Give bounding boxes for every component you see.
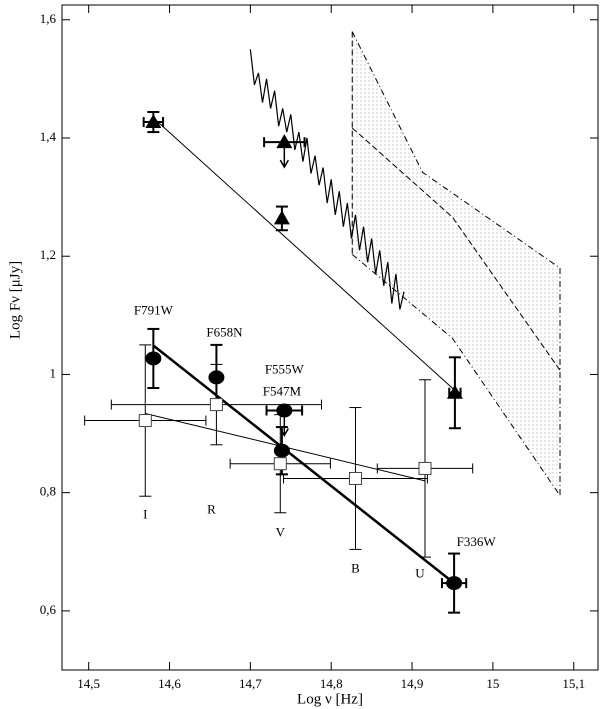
y-tick-label: 0,8 [40,484,56,499]
triangle-marker [145,114,162,129]
x-tick-label: 15,1 [562,676,585,691]
y-axis-label: Log Fν [μJy] [7,261,23,339]
circle-marker [446,576,463,591]
point-label: F658N [206,324,243,339]
point-label: U [415,565,425,580]
point-label: B [351,560,360,575]
x-tick-label: 14,6 [158,676,181,691]
x-tick-label: 15 [486,676,499,691]
square-marker [138,414,152,428]
triangle-marker [273,210,290,225]
y-tick-label: 0,6 [40,602,57,617]
upper-limit-arrowhead [279,159,289,169]
square-marker [348,471,362,485]
point-label: R [207,502,216,517]
fit-line [152,344,455,585]
y-tick-label: 1,4 [40,129,57,144]
circle-marker [145,351,162,366]
fit-line [153,117,456,391]
x-tick-label: 14,9 [401,676,424,691]
region-upper [351,31,561,269]
point-label: F547M [263,384,302,399]
triangle-marker [446,384,463,399]
region-fill [352,31,561,496]
square-marker [273,457,287,471]
square-marker [418,461,432,475]
square-marker [209,398,223,412]
region-lower [351,254,561,496]
y-tick-label: 1,2 [40,247,56,262]
point-label: F555W [265,361,305,376]
point-label: I [143,507,147,522]
point-label: V [276,525,286,540]
x-tick-label: 14,8 [320,676,343,691]
point-label: F336W [457,534,497,549]
x-tick-label: 14,7 [239,676,262,691]
y-tick-label: 1 [50,365,57,380]
y-tick-label: 1,6 [40,11,57,26]
x-axis-label: Log ν [Hz] [297,691,363,707]
x-tick-label: 14,5 [77,676,100,691]
spectrum [249,49,405,310]
circle-marker [276,403,293,418]
plot-frame [61,4,599,671]
circle-marker [273,443,290,458]
point-label: F791W [134,302,174,317]
triangle-marker [276,134,293,149]
